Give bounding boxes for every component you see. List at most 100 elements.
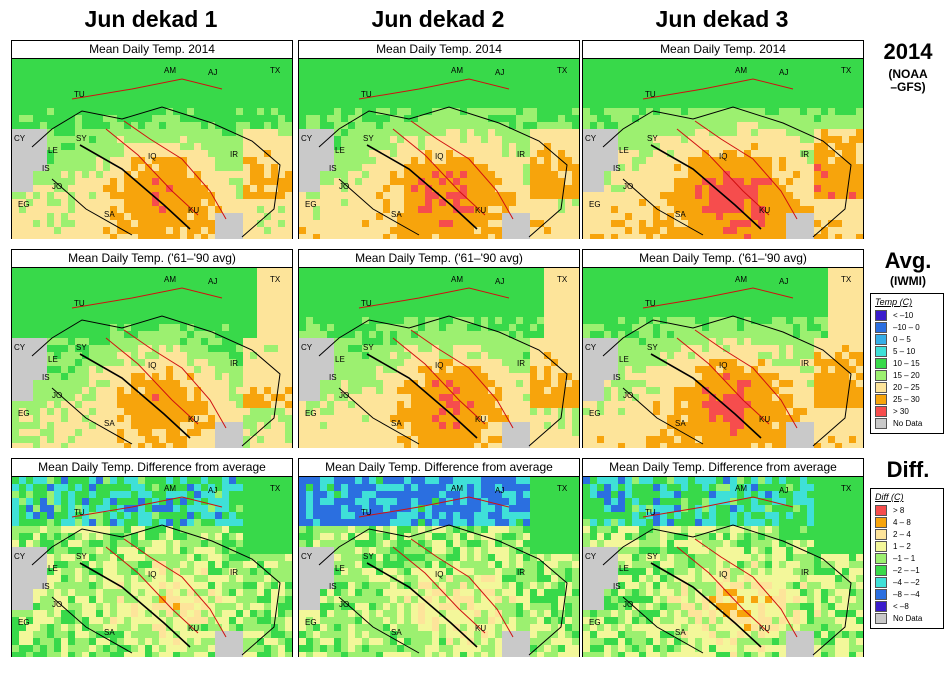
country-label-eg: EG: [305, 618, 317, 627]
country-label-sy: SY: [363, 552, 374, 561]
country-label-tx: TX: [270, 66, 281, 75]
diff-legend-label: < –8: [893, 602, 909, 611]
country-label-aj: AJ: [495, 277, 504, 286]
temp-legend-swatch: [875, 370, 887, 381]
river-line: [71, 496, 223, 518]
country-label-aj: AJ: [495, 68, 504, 77]
diff-legend-label: –4 – –2: [893, 578, 920, 587]
river-line: [694, 120, 798, 220]
diff-legend-swatch: [875, 601, 887, 612]
map-panel-y2014-dekad-1: Mean Daily Temp. 2014 AM AJ TX TU SY CY LE IS JO E…: [11, 40, 293, 239]
country-label-eg: EG: [305, 409, 317, 418]
temp-legend-label: 0 – 5: [893, 335, 911, 344]
river-line: [410, 120, 514, 220]
country-label-aj: AJ: [779, 486, 788, 495]
country-label-cy: CY: [301, 134, 313, 143]
panel-title: Mean Daily Temp. 2014: [12, 41, 292, 59]
border-line: [338, 178, 420, 236]
country-label-ku: KU: [759, 206, 770, 215]
diff-legend-item: –4 – –2: [875, 577, 940, 588]
country-label-is: IS: [42, 164, 50, 173]
border-line: [622, 387, 704, 445]
river-line: [642, 496, 794, 518]
river-line: [642, 287, 794, 309]
diff-legend-swatch: [875, 565, 887, 576]
diff-legend-label: No Data: [893, 614, 923, 623]
diff-legend-item: –1 – 1: [875, 553, 940, 564]
country-label-aj: AJ: [208, 68, 217, 77]
border-line: [318, 106, 568, 238]
river-line: [392, 128, 486, 216]
border-line: [622, 596, 704, 654]
country-label-tx: TX: [557, 484, 568, 493]
country-label-eg: EG: [305, 200, 317, 209]
panel-title: Mean Daily Temp. ('61–'90 avg): [12, 250, 292, 268]
temp-legend-label: < –10: [893, 311, 914, 320]
panel-title: Mean Daily Temp. Difference from average: [583, 459, 863, 477]
country-label-sy: SY: [76, 552, 87, 561]
country-label-ir: IR: [230, 150, 238, 159]
diff-legend-label: –1 – 1: [893, 554, 916, 563]
country-label-aj: AJ: [779, 277, 788, 286]
country-label-jo: JO: [339, 391, 349, 400]
temp-legend-item: < –10: [875, 310, 940, 321]
country-label-ir: IR: [517, 150, 525, 159]
country-label-sy: SY: [76, 134, 87, 143]
diff-legend-label: 4 – 8: [893, 518, 911, 527]
border-line: [650, 562, 762, 648]
country-label-aj: AJ: [495, 486, 504, 495]
river-line: [676, 546, 770, 634]
diff-legend-swatch: [875, 577, 887, 588]
country-label-sa: SA: [391, 419, 402, 428]
country-label-jo: JO: [623, 391, 633, 400]
river-line: [105, 337, 199, 425]
panel-title: Mean Daily Temp. 2014: [299, 41, 579, 59]
river-line: [410, 329, 514, 429]
row-label-2014-source: (NOAA: [888, 67, 928, 81]
temp-legend-item: 10 – 15: [875, 358, 940, 369]
country-label-sa: SA: [104, 628, 115, 637]
map-panel-y2014-dekad-3: Mean Daily Temp. 2014 AM AJ TX TU SY CY LE IS JO E…: [582, 40, 864, 239]
panel-title: Mean Daily Temp. Difference from average: [12, 459, 292, 477]
country-label-cy: CY: [585, 552, 597, 561]
map-raster: [12, 268, 292, 448]
country-label-iq: IQ: [148, 361, 156, 370]
country-label-sa: SA: [104, 210, 115, 219]
country-label-sy: SY: [363, 343, 374, 352]
country-label-aj: AJ: [779, 68, 788, 77]
country-label-ir: IR: [230, 359, 238, 368]
temp-legend-item: 5 – 10: [875, 346, 940, 357]
country-label-is: IS: [42, 582, 50, 591]
country-label-tx: TX: [270, 275, 281, 284]
country-label-tu: TU: [645, 90, 656, 99]
country-label-ir: IR: [517, 359, 525, 368]
border-line: [366, 562, 478, 648]
country-label-iq: IQ: [435, 361, 443, 370]
country-label-am: AM: [735, 484, 747, 493]
temp-legend-swatch: [875, 346, 887, 357]
map-raster: [299, 477, 579, 657]
panel-title: Mean Daily Temp. 2014: [583, 41, 863, 59]
river-line: [676, 128, 770, 216]
panel-title: Mean Daily Temp. Difference from average: [299, 459, 579, 477]
country-label-iq: IQ: [435, 570, 443, 579]
country-label-iq: IQ: [148, 152, 156, 161]
river-line: [71, 78, 223, 100]
diff-legend-swatch: [875, 505, 887, 516]
diff-legend-label: 2 – 4: [893, 530, 911, 539]
country-label-sa: SA: [675, 628, 686, 637]
map-panel-avg-dekad-1: Mean Daily Temp. ('61–'90 avg) AM AJ TX TU SY…: [11, 249, 293, 448]
temp-legend-label: 25 – 30: [893, 395, 920, 404]
temp-legend-label: No Data: [893, 419, 923, 428]
column-title-1: Jun dekad 1: [84, 6, 218, 32]
temp-legend-swatch: [875, 382, 887, 393]
country-label-sa: SA: [391, 628, 402, 637]
country-label-le: LE: [48, 146, 58, 155]
border-line: [318, 524, 568, 656]
temp-legend-swatch: [875, 418, 887, 429]
temp-legend-label: –10 – 0: [893, 323, 920, 332]
country-label-ir: IR: [801, 359, 809, 368]
country-label-tx: TX: [841, 275, 852, 284]
diff-legend-label: –2 – –1: [893, 566, 920, 575]
